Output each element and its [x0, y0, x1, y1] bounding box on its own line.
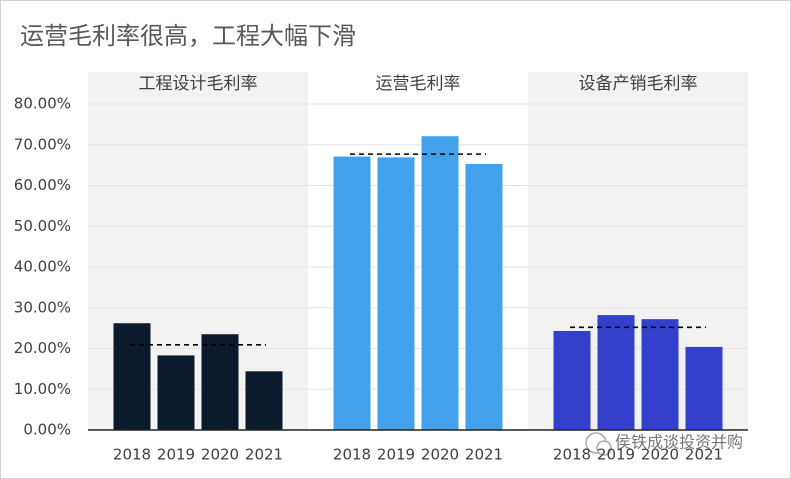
panel-title: 工程设计毛利率 — [139, 74, 258, 94]
bar — [553, 330, 591, 430]
x-tick-label: 2021 — [685, 446, 723, 464]
bar — [421, 136, 459, 430]
y-tick-label: 0.00% — [23, 421, 71, 439]
y-tick-label: 40.00% — [14, 258, 71, 276]
panel-title: 设备产销毛利率 — [579, 74, 698, 94]
x-tick-label: 2019 — [157, 446, 195, 464]
x-tick-label: 2020 — [421, 446, 459, 464]
x-tick-label: 2021 — [465, 446, 503, 464]
x-tick-label: 2018 — [553, 446, 591, 464]
bar — [685, 346, 723, 430]
bar — [597, 315, 635, 430]
x-tick-label: 2021 — [245, 446, 283, 464]
panel-title: 运营毛利率 — [376, 74, 461, 94]
bar — [245, 371, 283, 430]
y-tick-label: 20.00% — [14, 339, 71, 357]
x-tick-label: 2019 — [377, 446, 415, 464]
x-tick-label: 2018 — [113, 446, 151, 464]
watermark: 侯铁成谈投资并购 — [615, 433, 743, 452]
chart-title: 运营毛利率很高，工程大幅下滑 — [20, 22, 356, 50]
bar — [113, 323, 151, 430]
y-tick-label: 80.00% — [14, 95, 71, 113]
x-tick-label: 2018 — [333, 446, 371, 464]
bar — [157, 355, 195, 430]
y-tick-label: 60.00% — [14, 176, 71, 194]
bar — [333, 156, 371, 430]
y-tick-label: 70.00% — [14, 135, 71, 153]
watermark-icon — [585, 432, 612, 456]
y-tick-label: 30.00% — [14, 298, 71, 316]
y-tick-label: 50.00% — [14, 217, 71, 235]
bar — [377, 157, 415, 430]
x-tick-label: 2020 — [201, 446, 239, 464]
bar — [465, 163, 503, 430]
x-tick-label: 2019 — [597, 446, 635, 464]
bar — [641, 319, 679, 430]
y-tick-label: 10.00% — [14, 380, 71, 398]
x-tick-label: 2020 — [641, 446, 679, 464]
bar — [201, 334, 239, 430]
